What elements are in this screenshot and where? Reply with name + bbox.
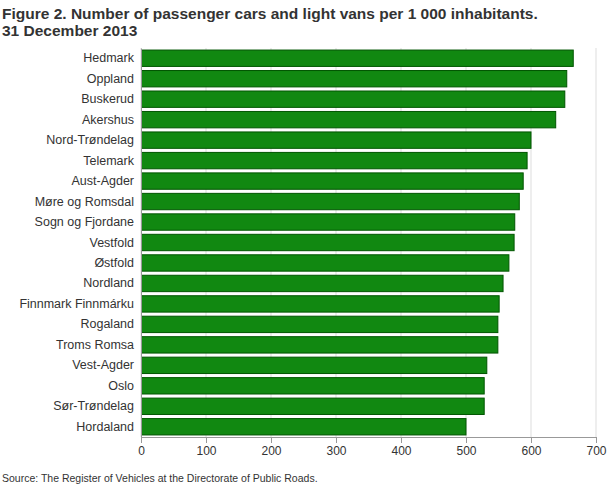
x-tick-label: 700: [586, 444, 606, 458]
y-tick-label: Troms Romsa: [56, 338, 134, 352]
x-tick-mark: [401, 437, 402, 443]
y-tick: Rogaland: [80, 317, 141, 331]
y-tick-label: Hedmark: [83, 51, 134, 65]
x-tick-mark: [141, 437, 142, 443]
x-tick-mark: [336, 437, 337, 443]
x-tick-mark: [466, 437, 467, 443]
chart: Figure 2. Number of passenger cars and l…: [0, 0, 610, 488]
title-line: 31 December 2013: [2, 22, 138, 39]
bar: [141, 419, 466, 435]
y-tick-label: Sogn og Fjordane: [35, 215, 134, 229]
bar: [141, 173, 523, 189]
x-tick-label: 500: [456, 444, 476, 458]
bar: [141, 132, 531, 148]
bar: [141, 337, 498, 353]
y-tick-label: Nordland: [83, 276, 134, 290]
y-tick-label: Oppland: [87, 72, 134, 86]
y-tick-label: Buskerud: [81, 92, 134, 106]
y-tick-label: Rogaland: [80, 317, 134, 331]
y-tick-label: Telemark: [83, 154, 134, 168]
plot: 0 100 200 300 400 500 600 700 Hedmark Oppland Busk…: [19, 48, 606, 458]
y-tick-label: Hordaland: [76, 420, 134, 434]
y-tick-label: Finnmark Finnmárku: [19, 297, 134, 311]
y-tick-label: Møre og Romsdal: [35, 195, 134, 209]
x-tick: 600: [521, 437, 541, 458]
x-tick-label: 300: [326, 444, 346, 458]
x-tick: 0: [138, 437, 145, 458]
y-tick: Vestfold: [90, 236, 141, 250]
bar: [141, 152, 527, 168]
bar: [141, 111, 556, 127]
grid-line: [141, 48, 142, 437]
bar: [141, 234, 514, 250]
x-tick-label: 0: [138, 444, 145, 458]
y-tick: Sør-Trøndelag: [53, 399, 141, 413]
y-tick: Østfold: [94, 256, 141, 270]
bar: [141, 357, 487, 373]
y-tick-label: Akershus: [82, 113, 134, 127]
x-tick-label: 600: [521, 444, 541, 458]
y-axis-line: [141, 49, 142, 438]
y-tick: Hedmark: [83, 51, 141, 65]
x-tick: 100: [196, 437, 216, 458]
bar: [141, 214, 515, 230]
x-tick-label: 400: [391, 444, 411, 458]
y-tick: Nord-Trøndelag: [46, 133, 141, 147]
x-tick-label: 200: [261, 444, 281, 458]
bar: [141, 71, 567, 87]
bars: [141, 50, 573, 435]
bar: [141, 398, 484, 414]
y-tick: Vest-Agder: [72, 358, 141, 372]
y-tick: Aust-Agder: [71, 174, 141, 188]
y-tick-label: Oslo: [108, 379, 134, 393]
grid-line: [596, 48, 597, 437]
bar: [141, 316, 498, 332]
y-tick: Nordland: [83, 276, 141, 290]
bar: [141, 255, 509, 271]
y-tick-label: Vestfold: [90, 236, 135, 250]
title: Figure 2. Number of passenger cars and l…: [2, 5, 538, 39]
x-tick-mark: [596, 437, 597, 443]
y-tick: Troms Romsa: [56, 338, 141, 352]
x-tick: 300: [326, 437, 346, 458]
grid: [141, 48, 596, 437]
x-tick-mark: [271, 437, 272, 443]
bar: [141, 378, 484, 394]
y-tick: Buskerud: [81, 92, 141, 106]
x-tick: 400: [391, 437, 411, 458]
x-tick: 200: [261, 437, 281, 458]
x-axis-line: [142, 437, 597, 438]
x-tick-mark: [206, 437, 207, 443]
x-tick: 500: [456, 437, 476, 458]
x-tick-mark: [531, 437, 532, 443]
bar: [141, 91, 565, 107]
y-tick: Finnmark Finnmárku: [19, 297, 141, 311]
y-tick: Hordaland: [76, 420, 141, 434]
source: Source: The Register of Vehicles at the …: [2, 472, 318, 484]
y-tick-label: Aust-Agder: [71, 174, 134, 188]
y-tick-label: Sør-Trøndelag: [53, 399, 134, 413]
y-tick: Akershus: [82, 113, 141, 127]
bar: [141, 275, 503, 291]
bar: [141, 50, 573, 66]
y-tick-label: Vest-Agder: [72, 358, 134, 372]
bar: [141, 193, 519, 209]
bar: [141, 296, 499, 312]
title-line: Figure 2. Number of passenger cars and l…: [2, 5, 538, 22]
x-tick: 700: [586, 437, 606, 458]
y-tick: Sogn og Fjordane: [35, 215, 141, 229]
y-tick-label: Nord-Trøndelag: [46, 133, 134, 147]
y-tick: Oppland: [87, 72, 141, 86]
y-axis: Hedmark Oppland Buskerud Akershus Nord-Trønd…: [19, 49, 141, 438]
y-tick: Telemark: [83, 154, 141, 168]
y-tick: Møre og Romsdal: [35, 195, 141, 209]
x-axis: 0 100 200 300 400 500 600 700: [138, 437, 607, 458]
x-tick-label: 100: [196, 444, 216, 458]
y-tick: Oslo: [108, 379, 141, 393]
y-tick-label: Østfold: [94, 256, 134, 270]
